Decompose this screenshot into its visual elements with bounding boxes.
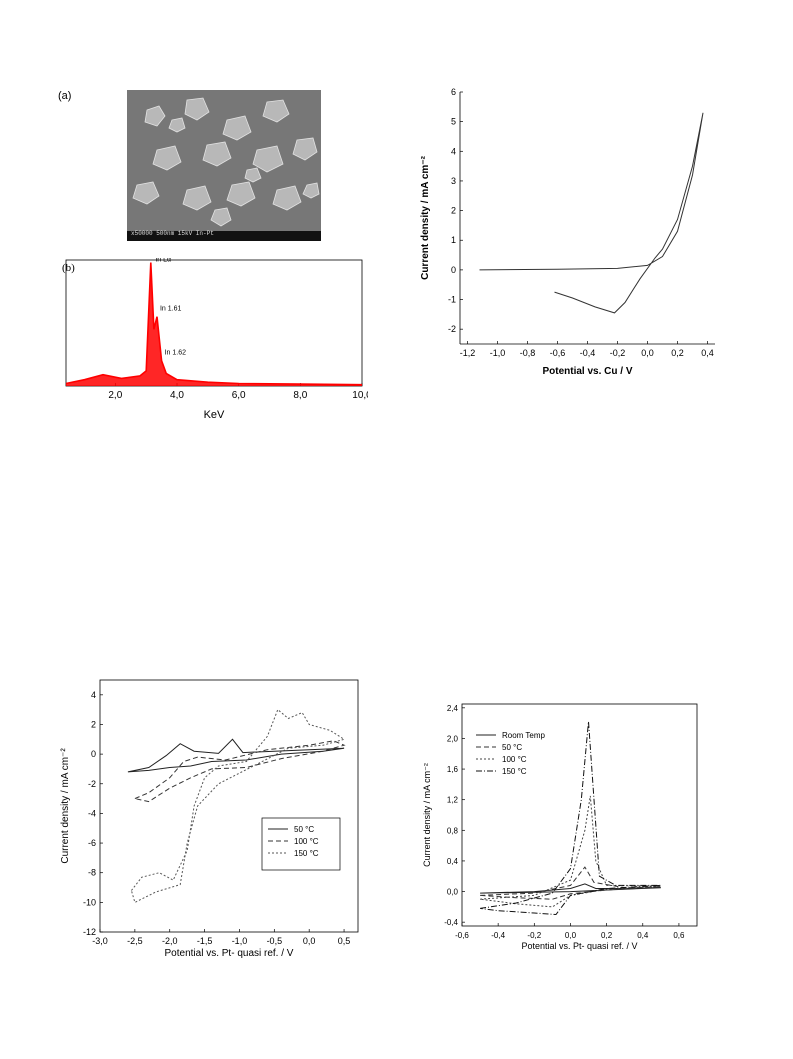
x-tick-label: -2,5 (127, 936, 143, 946)
peak-annotation: In 1.61 (160, 305, 182, 312)
plot-frame (461, 703, 698, 927)
y-tick-label: 0,4 (447, 857, 459, 866)
y-tick-label: 2,0 (447, 734, 459, 743)
y-tick-label: -2 (88, 779, 96, 789)
x-tick-label: 0,5 (338, 936, 351, 946)
y-tick-label: 1,2 (447, 796, 459, 805)
x-tick-label: 2,0 (108, 390, 122, 401)
cv-pt-narrow-panel: -0,6 -0,4 -0,2 0,0 0,2 0,4 0,6 -0,4 0,0 0,4 0,8 1,2… (422, 692, 712, 967)
legend-label: 150 °C (294, 849, 319, 858)
x-tick-label: 0,4 (701, 348, 714, 358)
x-tick-label: -0,2 (527, 931, 541, 940)
x-axis-label: Potential vs. Pt- quasi ref. / V (165, 948, 294, 959)
cv-cu-panel: -1,2 -1,0 -0,8 -0,6 -0,4 -0,2 0,0 0,2 0,4 -2 -1 0 1 2… (415, 80, 725, 390)
x-tick-label: 4,0 (170, 390, 184, 401)
x-tick-label: -0,5 (267, 936, 283, 946)
y-tick-label: 1,6 (447, 765, 459, 774)
plot-frame (65, 259, 363, 387)
x-tick-label: -0,8 (520, 348, 536, 358)
y-axis-label: Current density / mA cm⁻² (60, 748, 71, 864)
y-tick-label: 2 (451, 206, 456, 216)
x-tick-label: 0,0 (303, 936, 316, 946)
y-tick-label: -1 (448, 295, 456, 305)
y-tick-label: -12 (83, 927, 96, 937)
x-tick-label: -0,6 (550, 348, 566, 358)
x-axis-label: Potential vs. Pt- quasi ref. / V (521, 941, 637, 951)
x-tick-label: -1,0 (232, 936, 248, 946)
y-tick-label: -2 (448, 324, 456, 334)
y-axis-label: Current density / mA cm⁻² (420, 155, 431, 279)
x-tick-label: -0,4 (580, 348, 596, 358)
x-tick-label: -1,5 (197, 936, 213, 946)
legend-label: 100 °C (294, 837, 319, 846)
y-tick-label: 0 (91, 749, 96, 759)
x-tick-label: -2,0 (162, 936, 178, 946)
series-line (480, 721, 661, 916)
y-tick-label: -8 (88, 868, 96, 878)
x-tick-label: 8,0 (293, 390, 307, 401)
peak-annotation: In Lα (155, 258, 171, 263)
legend-label: 50 °C (502, 743, 522, 752)
legend-box (261, 817, 341, 871)
y-tick-label: 0,0 (447, 888, 459, 897)
x-tick-label: -0,6 (455, 931, 469, 940)
sem-micrograph: x50000 500nm 15kV In-Pt (127, 90, 321, 241)
y-tick-label: -6 (88, 838, 96, 848)
eds-chart: 2,0 4,0 6,0 8,0 10,0 KeV In Lα In 1.61 In 1.62 (65, 256, 372, 421)
legend-label: Room Temp (502, 731, 546, 740)
y-tick-label: 2,4 (447, 704, 459, 713)
plot-frame (99, 679, 359, 933)
panel-b-label: (b) (62, 262, 75, 274)
y-axis-label: Current density / mA cm⁻² (422, 763, 432, 867)
legend-label: 150 °C (502, 767, 527, 776)
y-tick-label: 0 (451, 265, 456, 275)
legend-label: 50 °C (294, 825, 314, 834)
series-line (479, 112, 704, 314)
eds-panel: 2,0 4,0 6,0 8,0 10,0 KeV In Lα In 1.61 In 1.62 (… (58, 256, 372, 423)
series-line (480, 866, 661, 900)
legend-label: 100 °C (502, 755, 527, 764)
series-fill (66, 262, 362, 386)
y-tick-label: 2 (91, 719, 96, 729)
x-tick-label: 6,0 (232, 390, 246, 401)
x-tick-label: 0,0 (641, 348, 654, 358)
x-axis-label: KeV (204, 409, 225, 418)
y-tick-label: 4 (451, 146, 456, 156)
y-tick-label: 4 (91, 690, 96, 700)
series-line (134, 740, 346, 803)
x-axis-label: Potential vs. Cu / V (542, 366, 632, 377)
x-tick-label: -0,4 (491, 931, 505, 940)
series-line (480, 795, 661, 908)
y-tick-label: 3 (451, 176, 456, 186)
x-tick-label: -1,2 (460, 348, 476, 358)
cv-pt-wide-chart: -3,0 -2,5 -2,0 -1,5 -1,0 -0,5 0,0 0,5 -12 -10 -8 -6… (60, 679, 359, 959)
x-tick-label: 0,4 (637, 931, 649, 940)
x-tick-label: 0,2 (601, 931, 613, 940)
y-tick-label: 5 (451, 117, 456, 127)
y-tick-label: 1 (451, 235, 456, 245)
x-tick-label: -1,0 (490, 348, 506, 358)
y-tick-label: -10 (83, 897, 96, 907)
y-tick-label: -0,4 (444, 918, 458, 927)
x-tick-label: -0,2 (610, 348, 626, 358)
panel-a-label: (a) (58, 90, 72, 102)
cv-cu-chart: -1,2 -1,0 -0,8 -0,6 -0,4 -0,2 0,0 0,2 0,4 -2 -1 0 1 2… (420, 87, 715, 377)
x-tick-label: 0,2 (671, 348, 684, 358)
y-tick-label: 0,8 (447, 826, 459, 835)
x-tick-label: -3,0 (92, 936, 108, 946)
sem-particles (127, 90, 321, 231)
sem-info-bar: x50000 500nm 15kV In-Pt (127, 231, 321, 241)
series-line (127, 738, 345, 773)
series-line (130, 708, 346, 904)
x-tick-label: 0,6 (673, 931, 685, 940)
cv-pt-narrow-chart: -0,6 -0,4 -0,2 0,0 0,2 0,4 0,6 -0,4 0,0 0,4 0,8 1,2… (422, 703, 698, 951)
y-tick-label: 6 (451, 87, 456, 97)
y-tick-label: -4 (88, 808, 96, 818)
cv-pt-wide-panel: -3,0 -2,5 -2,0 -1,5 -1,0 -0,5 0,0 0,5 -12 -10 -8 -6… (55, 668, 370, 968)
series-line (65, 262, 363, 386)
x-tick-label: 0,0 (565, 931, 577, 940)
peak-annotation: In 1.62 (165, 350, 187, 357)
x-tick-label: 10,0 (352, 390, 368, 401)
